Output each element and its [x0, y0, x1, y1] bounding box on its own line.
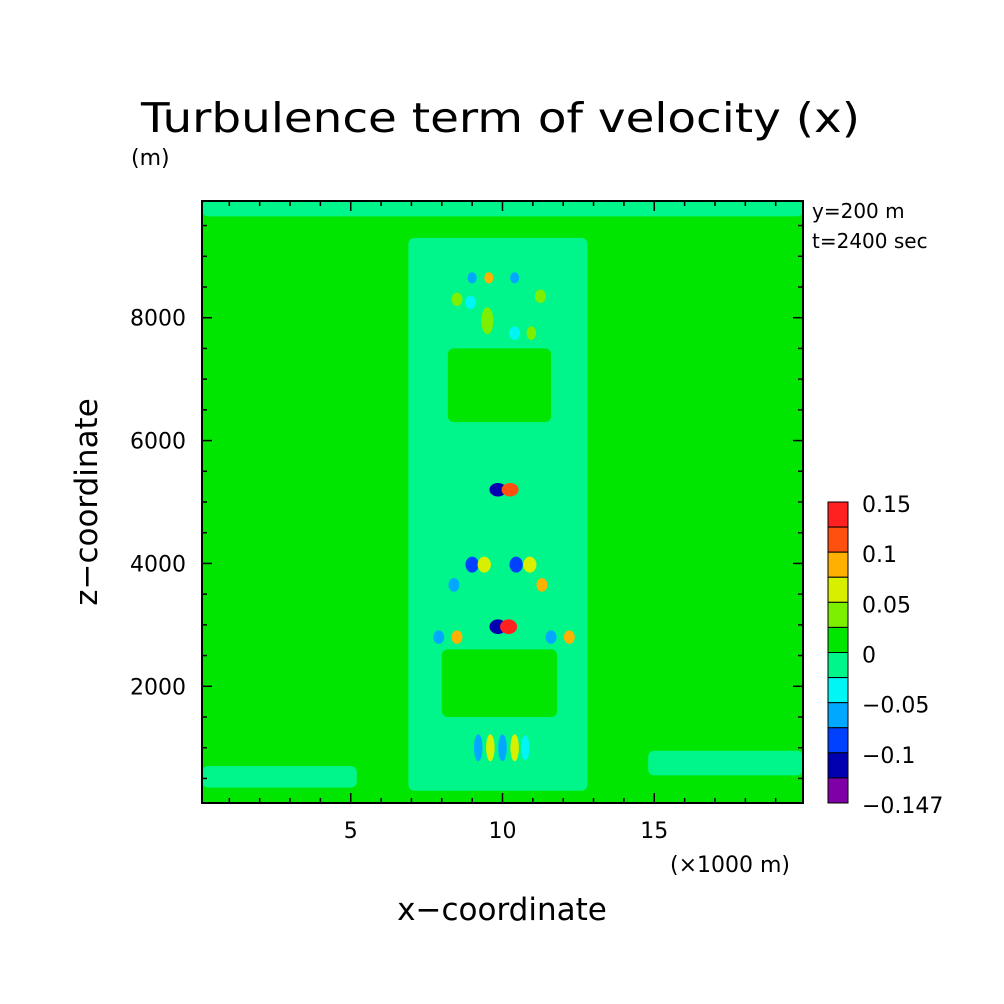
- plot-area: [202, 201, 803, 803]
- colorbar-tick-label: −0.147: [862, 794, 943, 819]
- contour-feature-27: [509, 326, 521, 340]
- contour-feature-0: [489, 482, 507, 497]
- colorbar-tick-label: 0.15: [862, 493, 911, 518]
- contour-feature-12: [545, 630, 557, 644]
- colorbar-labels: 0.15 0.1 0.05 0 −0.05 −0.1 −0.147: [862, 493, 943, 819]
- contour-feature-5: [477, 556, 491, 573]
- y-tick-label: 2000: [130, 675, 186, 700]
- annotation-y: y=200 m: [812, 199, 905, 223]
- contour-feature-26: [481, 307, 494, 335]
- contour-region-4: [447, 348, 552, 423]
- colorbar-tick-label: 0.1: [862, 543, 897, 568]
- colorbar-swatch: [827, 551, 849, 578]
- contour-region-2: [648, 750, 803, 776]
- colorbar-swatch: [827, 677, 849, 704]
- colorbar-swatch: [827, 576, 849, 603]
- y-axis-label: z−coordinate: [69, 398, 105, 606]
- x-unit-label: (×1000 m): [670, 853, 790, 878]
- contour-feature-22: [451, 292, 463, 307]
- x-axis-label: x−coordinate: [397, 892, 607, 928]
- x-tick-label: 15: [640, 819, 668, 844]
- chart-title: Turbulence term of velocity (x): [140, 94, 860, 142]
- colorbar-tick-label: 0.05: [862, 593, 911, 618]
- axis-ticks: [202, 201, 803, 803]
- contour-features: [433, 272, 575, 762]
- colorbar-swatch: [827, 652, 849, 679]
- colorbar-tick-label: −0.1: [862, 744, 915, 769]
- colorbar-swatch: [827, 501, 849, 528]
- colorbar-swatch: [827, 752, 849, 779]
- contour-region-5: [441, 649, 558, 717]
- x-tick-label: 10: [489, 819, 517, 844]
- contour-feature-1: [501, 482, 519, 497]
- colorbar-tick-label: 0: [862, 644, 876, 669]
- x-tick-labels: 5 10 15: [344, 819, 669, 844]
- contour-feature-18: [521, 735, 530, 760]
- colorbar-swatch: [827, 601, 849, 628]
- contour-feature-20: [484, 272, 494, 284]
- contour-feature-6: [509, 556, 523, 573]
- y-unit-label: (m): [131, 146, 170, 171]
- contour-feature-25: [526, 326, 537, 340]
- contour-feature-10: [433, 630, 445, 644]
- y-tick-label: 4000: [130, 552, 186, 577]
- colorbar-swatch: [827, 626, 849, 654]
- y-tick-label: 6000: [130, 430, 186, 455]
- contour-feature-11: [451, 630, 463, 644]
- colorbar-swatch: [827, 526, 849, 553]
- contour-region-1: [202, 766, 357, 788]
- colorbar: [827, 501, 849, 804]
- contour-feature-9: [536, 578, 548, 592]
- y-tick-label: 8000: [130, 307, 186, 332]
- contour-feature-17: [510, 734, 519, 762]
- contour-feature-21: [510, 272, 520, 284]
- colorbar-swatch: [827, 702, 849, 729]
- contour-regions: [202, 201, 803, 791]
- contour-feature-14: [473, 734, 483, 762]
- contour-feature-13: [563, 630, 575, 644]
- contour-feature-7: [523, 556, 537, 573]
- annotation-t: t=2400 sec: [812, 229, 928, 253]
- contour-feature-19: [467, 272, 477, 284]
- y-tick-labels: 2000 4000 6000 8000: [130, 307, 186, 701]
- contour-feature-4: [465, 556, 479, 573]
- colorbar-swatch: [827, 777, 849, 804]
- x-tick-label: 5: [344, 819, 358, 844]
- contour-feature-16: [498, 734, 507, 762]
- contour-feature-8: [448, 578, 460, 592]
- colorbar-swatch: [827, 727, 849, 754]
- contour-feature-23: [534, 289, 546, 303]
- contour-feature-24: [465, 295, 477, 310]
- colorbar-tick-label: −0.05: [862, 694, 929, 719]
- contour-feature-15: [486, 734, 495, 762]
- contour-feature-3: [500, 619, 518, 635]
